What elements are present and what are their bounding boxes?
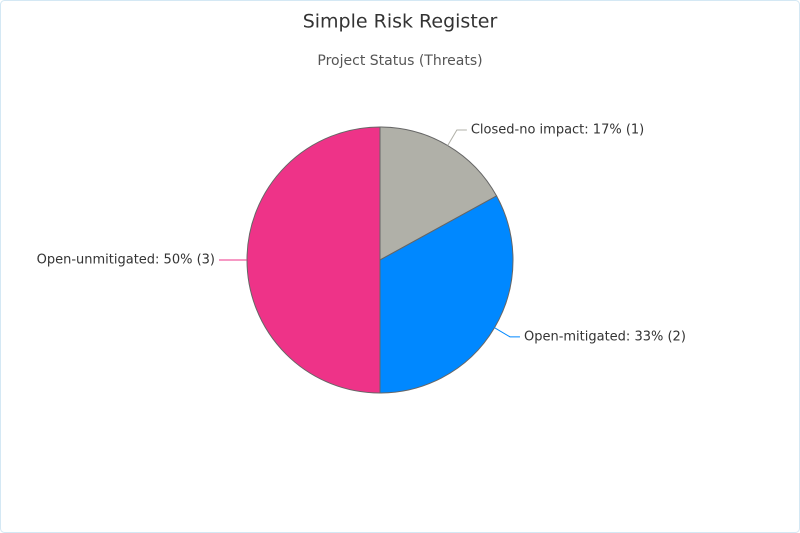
chart-title: Simple Risk Register (303, 11, 498, 33)
slice-label: Open-mitigated: 33% (2) (524, 329, 686, 344)
pie-slice (379, 195, 514, 394)
chart-subtitle: Project Status (Threats) (317, 53, 482, 69)
leader-line (494, 327, 520, 338)
slice-label: Open-unmitigated: 50% (3) (37, 253, 215, 268)
slice-label: Closed-no impact: 17% (1) (471, 123, 644, 138)
leader-line (447, 129, 467, 146)
pie-slice (379, 126, 498, 261)
